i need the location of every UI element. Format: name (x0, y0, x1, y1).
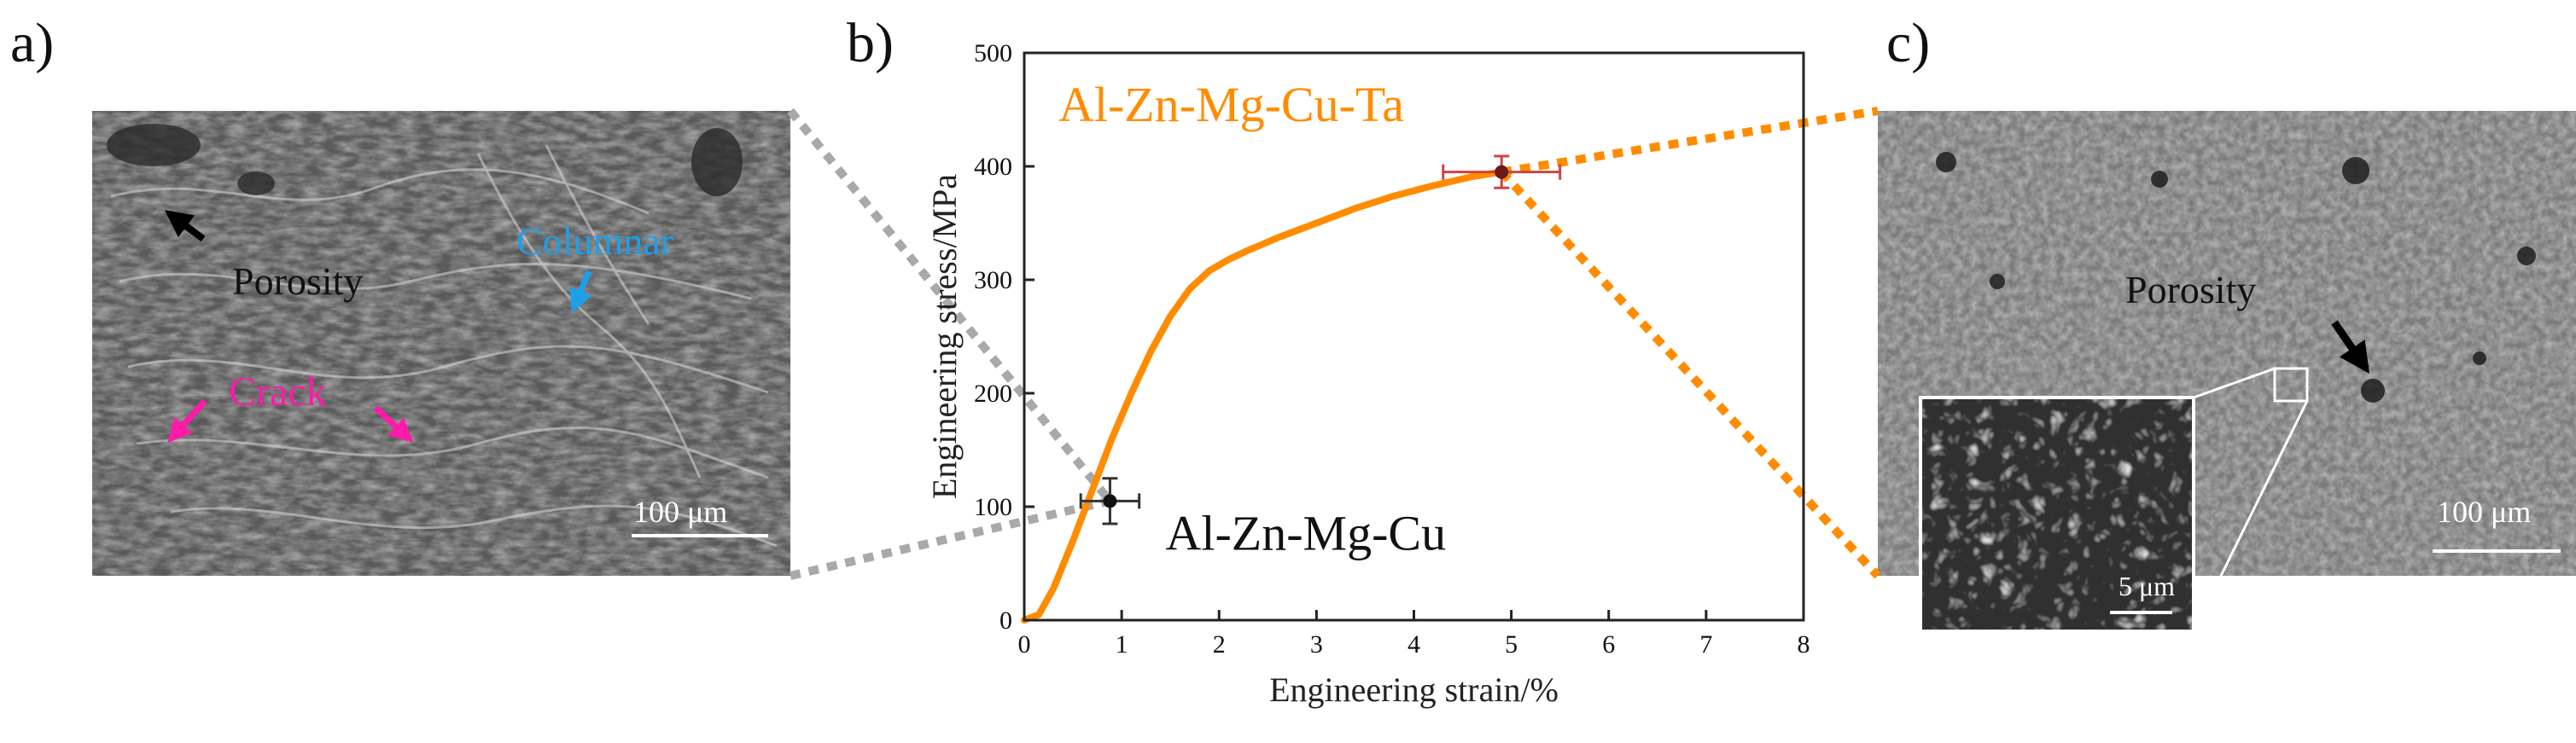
sem-image-a (92, 111, 790, 576)
inset-scale-label: 5 μm (2118, 571, 2175, 601)
connector-to-panel-c (1501, 107, 1879, 177)
x-tick-label: 5 (1505, 630, 1518, 659)
connector-to-panel-a (787, 107, 1114, 504)
y-tick-label: 300 (974, 266, 1012, 294)
series-line-al-zn-mg-cu-ta (1021, 168, 1506, 624)
points-group (1079, 154, 1562, 525)
connectors (787, 107, 1881, 580)
crack-arrow-left (167, 398, 207, 444)
series-label-al-zn-mg-cu-ta: Al-Zn-Mg-Cu-Ta (1058, 77, 1404, 132)
porosity-arrow-c (2331, 320, 2370, 374)
scale-label-a: 100 μm (633, 495, 727, 529)
point-marker (1495, 165, 1509, 179)
y-tick-label: 200 (974, 380, 1012, 408)
x-tick-label: 4 (1407, 630, 1420, 659)
inset-source-box (2273, 367, 2309, 403)
point-label-al-zn-mg-cu: Al-Zn-Mg-Cu (1165, 506, 1446, 561)
porosity-arrow-a (164, 210, 206, 242)
x-tick-label: 2 (1213, 630, 1226, 659)
point-marker (1103, 494, 1117, 508)
columnar-label: Columnar (516, 219, 673, 263)
y-tick-labels: 0 100 200 300 400 500 (974, 39, 1012, 635)
data-point-al-zn-mg-cu-ta (1442, 154, 1562, 189)
porosity-label-a: Porosity (232, 259, 363, 303)
panel-c-letter: c) (1886, 12, 1930, 74)
panel-b: b) 0 1 2 3 4 5 6 7 8 0 100 200 300 400 500 Al-Zn-Mg-C… (787, 12, 1881, 709)
scale-label-c: 100 μm (2437, 495, 2531, 529)
y-axis-title: Engineering stress/MPa (925, 174, 964, 499)
plot-frame (1023, 51, 1805, 622)
x-tick-label: 6 (1602, 630, 1615, 659)
x-tick-label: 3 (1310, 630, 1323, 659)
series-group (1021, 168, 1506, 624)
crack-arrow-right (373, 405, 414, 443)
crack-label: Crack (229, 369, 327, 415)
connector-to-panel-c (1498, 169, 1881, 579)
panel-c: c) Porosity 100 μm 5 μm (1878, 12, 2576, 633)
x-tick-label: 1 (1116, 630, 1128, 659)
stress-strain-chart: 0 1 2 3 4 5 6 7 8 0 100 200 300 400 500 Al-Zn-Mg-Cu-T… (925, 39, 1810, 709)
y-tick-label: 400 (974, 153, 1012, 181)
panel-a: a) Porosity Columnar Crack (10, 12, 790, 576)
inset-image (1919, 396, 2195, 633)
porosity-label-c: Porosity (2125, 268, 2256, 311)
x-tick-label: 7 (1699, 630, 1712, 659)
y-tick-label: 0 (1000, 607, 1012, 635)
x-tick-label: 0 (1018, 630, 1031, 659)
columnar-arrow (569, 270, 592, 314)
panel-a-letter: a) (10, 12, 54, 74)
x-tick-labels: 0 1 2 3 4 5 6 7 8 (1018, 630, 1810, 659)
data-point-al-zn-mg-cu (1079, 477, 1141, 525)
y-tick-label: 100 (974, 493, 1012, 521)
panel-b-letter: b) (847, 12, 894, 74)
x-axis-title: Engineering strain/% (1269, 670, 1559, 709)
x-tick-label: 8 (1798, 630, 1810, 659)
inset-connector-bottom (2192, 400, 2309, 632)
y-tick-label: 500 (974, 39, 1012, 67)
inset-connector-top (2193, 367, 2276, 399)
